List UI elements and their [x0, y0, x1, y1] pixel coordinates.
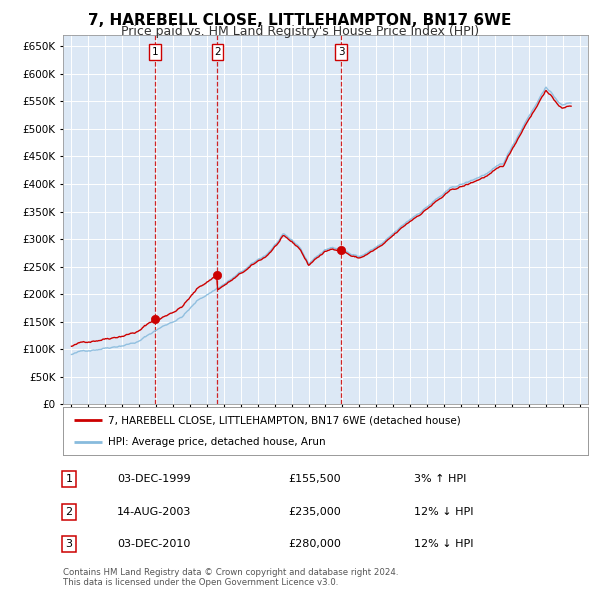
- Text: £235,000: £235,000: [288, 507, 341, 517]
- Text: 12% ↓ HPI: 12% ↓ HPI: [414, 539, 473, 549]
- Text: 2: 2: [214, 47, 221, 57]
- Text: 3: 3: [338, 47, 344, 57]
- Text: HPI: Average price, detached house, Arun: HPI: Average price, detached house, Arun: [107, 437, 325, 447]
- Text: 12% ↓ HPI: 12% ↓ HPI: [414, 507, 473, 517]
- Text: £280,000: £280,000: [288, 539, 341, 549]
- Text: 03-DEC-1999: 03-DEC-1999: [117, 474, 191, 484]
- Text: Price paid vs. HM Land Registry's House Price Index (HPI): Price paid vs. HM Land Registry's House …: [121, 25, 479, 38]
- Text: 3% ↑ HPI: 3% ↑ HPI: [414, 474, 466, 484]
- Text: 14-AUG-2003: 14-AUG-2003: [117, 507, 191, 517]
- Text: 1: 1: [65, 474, 73, 484]
- Text: 2: 2: [65, 507, 73, 517]
- Text: 1: 1: [151, 47, 158, 57]
- Text: 7, HAREBELL CLOSE, LITTLEHAMPTON, BN17 6WE (detached house): 7, HAREBELL CLOSE, LITTLEHAMPTON, BN17 6…: [107, 415, 460, 425]
- Text: 03-DEC-2010: 03-DEC-2010: [117, 539, 190, 549]
- Text: £155,500: £155,500: [288, 474, 341, 484]
- Text: 7, HAREBELL CLOSE, LITTLEHAMPTON, BN17 6WE: 7, HAREBELL CLOSE, LITTLEHAMPTON, BN17 6…: [88, 13, 512, 28]
- Text: 3: 3: [65, 539, 73, 549]
- Text: Contains HM Land Registry data © Crown copyright and database right 2024.
This d: Contains HM Land Registry data © Crown c…: [63, 568, 398, 587]
